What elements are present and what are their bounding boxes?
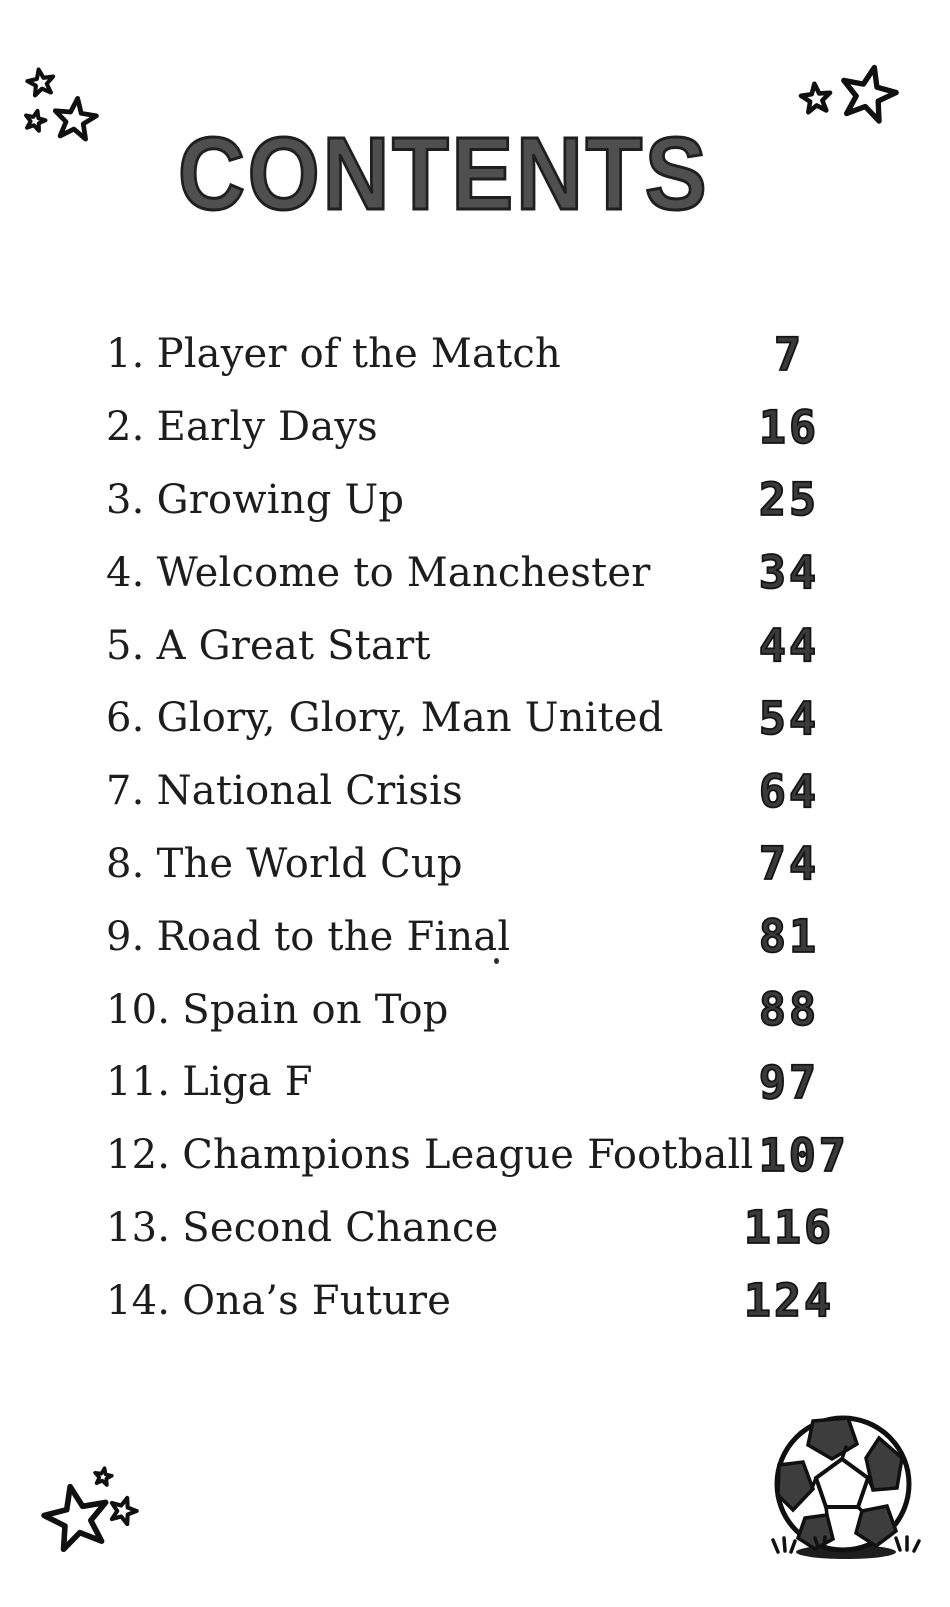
page-title: CONTENTS [177,116,710,231]
chapter-page-number: 116 [743,1201,835,1256]
chapter-name: Champions League Football [182,1132,754,1179]
chapter-title: 12. Champions League Football [106,1132,754,1178]
chapter-name: Road to the Final [156,913,511,960]
toc-entry: 12. Champions League Football 107 [106,1119,854,1192]
toc-entry: 8. The World Cup 74 [106,828,854,901]
toc-entry: 10. Spain on Top 88 [106,973,854,1046]
chapter-name: Second Chance [182,1204,499,1251]
ink-dot [494,958,499,964]
chapter-title: 14. Ona’s Future [106,1278,451,1324]
star-icon [109,1495,139,1527]
star-icon [93,1466,114,1487]
chapter-title: 13. Second Chance [106,1205,499,1251]
toc-entry: 6. Glory, Glory, Man United 54 [106,682,854,755]
table-of-contents: 1. Player of the Match 7 2. Early Days 16 … [106,318,854,1337]
chapter-name: Liga F [182,1059,313,1106]
star-icon [798,81,833,115]
chapter-page-number: 16 [758,400,820,455]
star-icon [41,1483,109,1553]
toc-entry: 5. A Great Start 44 [106,609,854,682]
toc-entry: 11. Liga F 97 [106,1046,854,1119]
toc-entry: 4. Welcome to Manchester 34 [106,536,854,609]
toc-entry: 9. Road to the Final 81 [106,900,854,973]
chapter-page-number: 81 [758,909,820,964]
chapter-page-number: 97 [758,1055,820,1110]
chapter-title: 7. National Crisis [106,768,463,814]
chapter-number: 6. [106,695,145,742]
toc-entry: 1. Player of the Match 7 [106,318,854,391]
chapter-number: 4. [106,549,145,596]
chapter-page-number: 7 [773,327,805,382]
chapter-title: 11. Liga F [106,1059,313,1105]
toc-entry: 3. Growing Up 25 [106,464,854,537]
chapter-title: 1. Player of the Match [106,331,561,377]
chapter-page-number: 44 [758,618,820,673]
star-icon [52,95,99,142]
chapter-number: 5. [106,622,145,669]
chapter-name: Growing Up [156,476,405,523]
chapter-title: 3. Growing Up [106,477,404,523]
chapter-page-number: 54 [758,691,820,746]
chapter-number: 1. [106,331,145,378]
chapter-number: 14. [106,1277,171,1324]
chapter-page-number: 88 [758,982,820,1037]
chapter-name: Welcome to Manchester [156,549,651,596]
toc-entry: 2. Early Days 16 [106,391,854,464]
chapter-page-number: 124 [743,1273,835,1328]
chapter-number: 7. [106,768,145,815]
chapter-name: Ona’s Future [182,1277,452,1324]
chapter-number: 10. [106,986,171,1033]
chapter-number: 8. [106,840,145,887]
soccer-ball-icon [771,1415,921,1559]
chapter-name: National Crisis [156,768,463,815]
chapter-number: 11. [106,1059,171,1106]
grass-icon [771,1535,921,1554]
chapter-number: 12. [106,1132,171,1179]
chapter-page-number: 74 [758,837,820,892]
chapter-title: 8. The World Cup [106,841,463,887]
chapter-name: A Great Start [156,622,431,669]
chapter-page-number: 107 [758,1128,849,1183]
chapter-number: 3. [106,476,145,523]
star-icon [25,67,56,98]
star-icon [841,64,899,124]
toc-entry: 14. Ona’s Future 124 [106,1264,854,1337]
chapter-name: The World Cup [156,840,463,887]
chapter-title: 4. Welcome to Manchester [106,550,651,596]
chapter-name: Early Days [156,404,378,451]
chapter-title: 6. Glory, Glory, Man United [106,695,664,741]
toc-entry: 13. Second Chance 116 [106,1192,854,1265]
chapter-title: 9. Road to the Final [106,914,510,960]
star-icon [24,108,48,133]
chapter-title: 5. A Great Start [106,623,431,669]
chapter-page-number: 34 [758,545,820,600]
chapter-number: 13. [106,1204,171,1251]
chapter-name: Player of the Match [156,331,561,378]
chapter-title: 10. Spain on Top [106,987,449,1033]
chapter-title: 2. Early Days [106,404,378,450]
chapter-name: Glory, Glory, Man United [156,695,664,742]
chapter-name: Spain on Top [182,986,449,1033]
chapter-page-number: 64 [758,764,820,819]
chapter-number: 2. [106,404,145,451]
chapter-number: 9. [106,913,145,960]
toc-entry: 7. National Crisis 64 [106,755,854,828]
chapter-page-number: 25 [758,473,820,528]
